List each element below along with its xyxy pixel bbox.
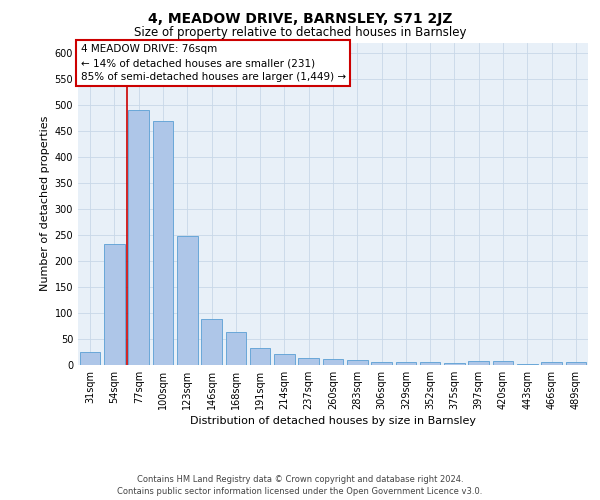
Bar (177, 236, 197, 365)
Y-axis label: Number of detached properties: Number of detached properties (40, 116, 50, 292)
Text: 4 MEADOW DRIVE: 76sqm
← 14% of detached houses are smaller (231)
85% of semi-det: 4 MEADOW DRIVE: 76sqm ← 14% of detached … (80, 44, 346, 82)
Text: 4, MEADOW DRIVE, BARNSLEY, S71 2JZ: 4, MEADOW DRIVE, BARNSLEY, S71 2JZ (148, 12, 452, 26)
Bar (104, 244, 125, 365)
Bar (566, 362, 586, 365)
Text: Size of property relative to detached houses in Barnsley: Size of property relative to detached ho… (134, 26, 466, 39)
Bar (420, 362, 440, 365)
Bar (395, 362, 416, 365)
Bar (347, 360, 368, 365)
Bar (541, 362, 562, 365)
Bar (226, 332, 246, 365)
Bar (128, 110, 149, 365)
Text: Contains HM Land Registry data © Crown copyright and database right 2024.
Contai: Contains HM Land Registry data © Crown c… (118, 474, 482, 496)
Bar (201, 319, 222, 365)
Bar (274, 354, 295, 365)
Bar (493, 362, 514, 365)
Bar (323, 359, 343, 365)
X-axis label: Distribution of detached houses by size in Barnsley: Distribution of detached houses by size … (190, 416, 476, 426)
Bar (298, 358, 319, 365)
Bar (444, 364, 465, 365)
Bar (371, 362, 392, 365)
Bar (152, 120, 173, 365)
Bar (250, 348, 271, 365)
Bar (80, 352, 100, 365)
Bar (469, 362, 489, 365)
Bar (517, 364, 538, 365)
